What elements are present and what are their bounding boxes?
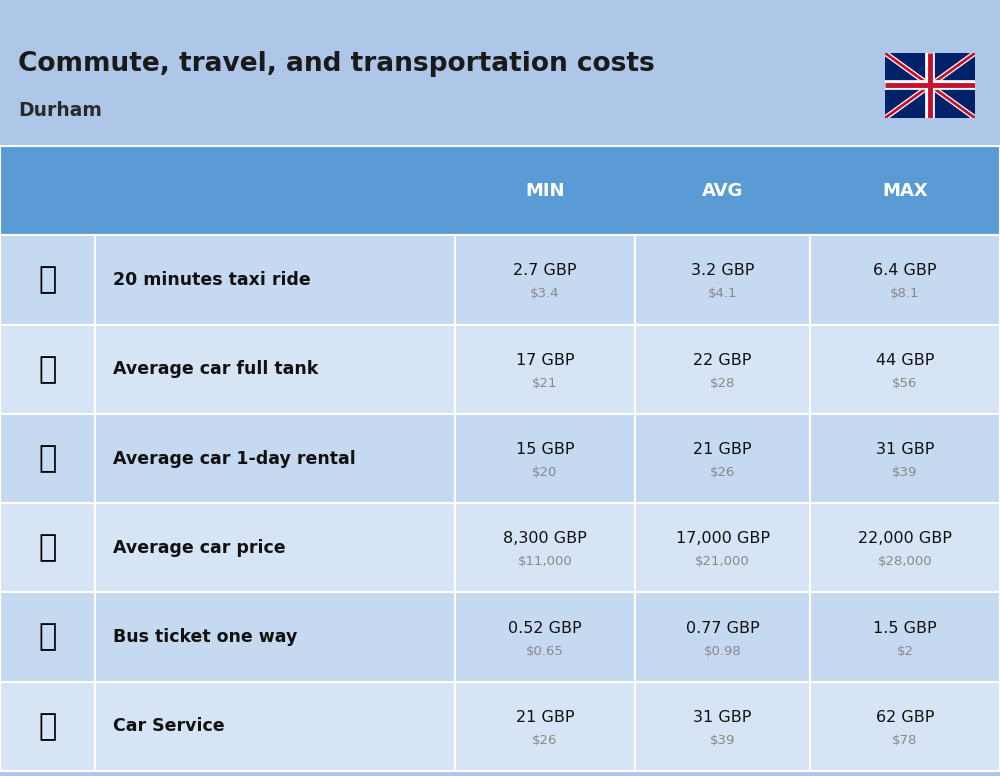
Text: $21,000: $21,000 (695, 556, 750, 568)
Text: $56: $56 (892, 376, 918, 390)
Text: 6.4 GBP: 6.4 GBP (873, 263, 937, 279)
FancyBboxPatch shape (0, 235, 95, 324)
Text: $0.65: $0.65 (526, 645, 564, 657)
Text: $20: $20 (532, 466, 558, 479)
Text: 🚕: 🚕 (38, 265, 57, 294)
Text: 3.2 GBP: 3.2 GBP (691, 263, 754, 279)
Text: 22,000 GBP: 22,000 GBP (858, 532, 952, 546)
Text: Durham: Durham (18, 101, 102, 120)
FancyBboxPatch shape (0, 592, 95, 681)
Text: Commute, travel, and transportation costs: Commute, travel, and transportation cost… (18, 51, 655, 77)
Text: $28,000: $28,000 (878, 556, 932, 568)
Text: 22 GBP: 22 GBP (693, 353, 752, 368)
FancyBboxPatch shape (455, 324, 635, 414)
FancyBboxPatch shape (810, 592, 1000, 681)
Text: $39: $39 (710, 734, 735, 747)
FancyBboxPatch shape (635, 235, 810, 324)
Text: 17,000 GBP: 17,000 GBP (676, 532, 770, 546)
Text: 21 GBP: 21 GBP (693, 442, 752, 457)
FancyBboxPatch shape (95, 681, 455, 771)
FancyBboxPatch shape (635, 503, 810, 592)
Text: 44 GBP: 44 GBP (876, 353, 934, 368)
FancyBboxPatch shape (810, 503, 1000, 592)
FancyBboxPatch shape (0, 681, 95, 771)
FancyBboxPatch shape (635, 681, 810, 771)
FancyBboxPatch shape (0, 146, 1000, 235)
Text: ⛽: ⛽ (38, 355, 57, 383)
Text: $26: $26 (710, 466, 735, 479)
FancyBboxPatch shape (95, 324, 455, 414)
FancyBboxPatch shape (95, 414, 455, 503)
Text: 8,300 GBP: 8,300 GBP (503, 532, 587, 546)
FancyBboxPatch shape (635, 592, 810, 681)
Text: $8.1: $8.1 (890, 287, 920, 300)
FancyBboxPatch shape (810, 324, 1000, 414)
Text: 17 GBP: 17 GBP (516, 353, 574, 368)
Text: Average car price: Average car price (113, 539, 286, 557)
Text: 31 GBP: 31 GBP (876, 442, 934, 457)
Text: 15 GBP: 15 GBP (516, 442, 574, 457)
Text: $4.1: $4.1 (708, 287, 737, 300)
FancyBboxPatch shape (455, 592, 635, 681)
Text: $21: $21 (532, 376, 558, 390)
FancyBboxPatch shape (635, 414, 810, 503)
Text: $0.98: $0.98 (704, 645, 741, 657)
Text: Car Service: Car Service (113, 717, 225, 736)
Text: 🚙: 🚙 (38, 444, 57, 473)
FancyBboxPatch shape (95, 235, 455, 324)
Text: $28: $28 (710, 376, 735, 390)
Text: Average car 1-day rental: Average car 1-day rental (113, 449, 356, 467)
Text: Bus ticket one way: Bus ticket one way (113, 628, 297, 646)
Text: 31 GBP: 31 GBP (693, 710, 752, 725)
FancyBboxPatch shape (810, 235, 1000, 324)
Text: 0.52 GBP: 0.52 GBP (508, 621, 582, 636)
Text: MAX: MAX (882, 182, 928, 199)
FancyBboxPatch shape (455, 503, 635, 592)
Text: 62 GBP: 62 GBP (876, 710, 934, 725)
Text: $2: $2 (897, 645, 914, 657)
Text: $11,000: $11,000 (518, 556, 572, 568)
Text: $3.4: $3.4 (530, 287, 560, 300)
Text: 1.5 GBP: 1.5 GBP (873, 621, 937, 636)
Text: Average car full tank: Average car full tank (113, 360, 318, 378)
Text: 🚌: 🚌 (38, 622, 57, 652)
Text: MIN: MIN (525, 182, 565, 199)
FancyBboxPatch shape (95, 503, 455, 592)
FancyBboxPatch shape (810, 681, 1000, 771)
FancyBboxPatch shape (635, 324, 810, 414)
Text: 2.7 GBP: 2.7 GBP (513, 263, 577, 279)
Text: 0.77 GBP: 0.77 GBP (686, 621, 759, 636)
FancyBboxPatch shape (455, 414, 635, 503)
FancyBboxPatch shape (455, 681, 635, 771)
Text: 20 minutes taxi ride: 20 minutes taxi ride (113, 271, 311, 289)
FancyBboxPatch shape (95, 592, 455, 681)
FancyBboxPatch shape (0, 503, 95, 592)
Text: 🚗: 🚗 (38, 533, 57, 563)
FancyBboxPatch shape (885, 53, 975, 118)
Text: $78: $78 (892, 734, 918, 747)
Text: $39: $39 (892, 466, 918, 479)
Text: $26: $26 (532, 734, 558, 747)
Text: 🛠: 🛠 (38, 712, 57, 741)
FancyBboxPatch shape (810, 414, 1000, 503)
FancyBboxPatch shape (0, 414, 95, 503)
Text: AVG: AVG (702, 182, 743, 199)
Text: 21 GBP: 21 GBP (516, 710, 574, 725)
FancyBboxPatch shape (0, 324, 95, 414)
FancyBboxPatch shape (455, 235, 635, 324)
